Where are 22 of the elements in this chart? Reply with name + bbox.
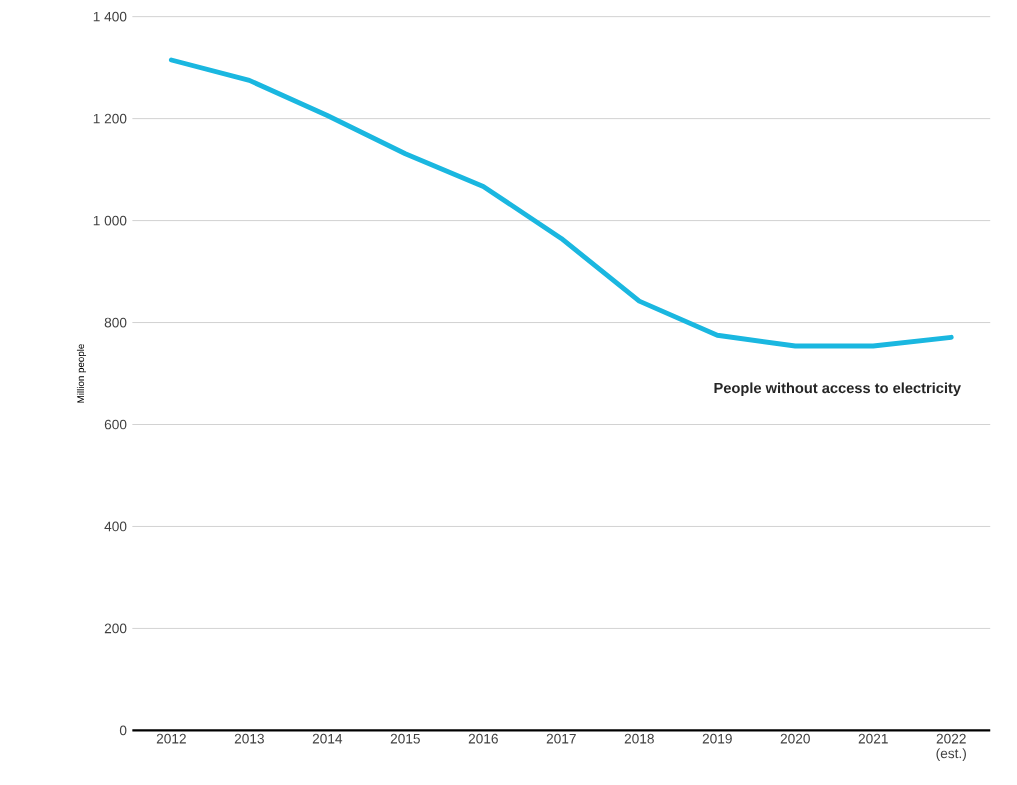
- x-tick-label: 2022 (est.): [936, 733, 966, 761]
- x-tick-label: 2020: [780, 733, 810, 744]
- y-tick-label: 1 200: [93, 113, 127, 124]
- x-tick-label: 2021: [858, 733, 888, 744]
- text: People without access to electricity: [714, 382, 961, 396]
- x-tick-label: 2012: [156, 733, 186, 744]
- x-tick-label: 2018: [624, 733, 654, 744]
- y-tick-label: 600: [104, 419, 127, 430]
- y-tick-label: 200: [104, 623, 127, 634]
- y-tick-label: 1 400: [93, 11, 127, 22]
- y-axis-title: Million people: [76, 343, 87, 403]
- x-tick-label: 2016: [468, 733, 498, 744]
- x-tick-label: 2015: [390, 733, 420, 744]
- x-tick-label: 2014: [312, 733, 343, 744]
- x-tick-label: 2013: [234, 733, 264, 744]
- y-tick-label: 800: [104, 317, 127, 328]
- x-tick-label: 2019: [702, 733, 732, 744]
- y-tick-label: 400: [104, 521, 127, 532]
- line-series: [168, 57, 954, 349]
- y-tick-label: 0: [119, 725, 127, 736]
- y-tick-label: 1 000: [93, 215, 127, 226]
- x-tick-label: 2017: [546, 733, 576, 744]
